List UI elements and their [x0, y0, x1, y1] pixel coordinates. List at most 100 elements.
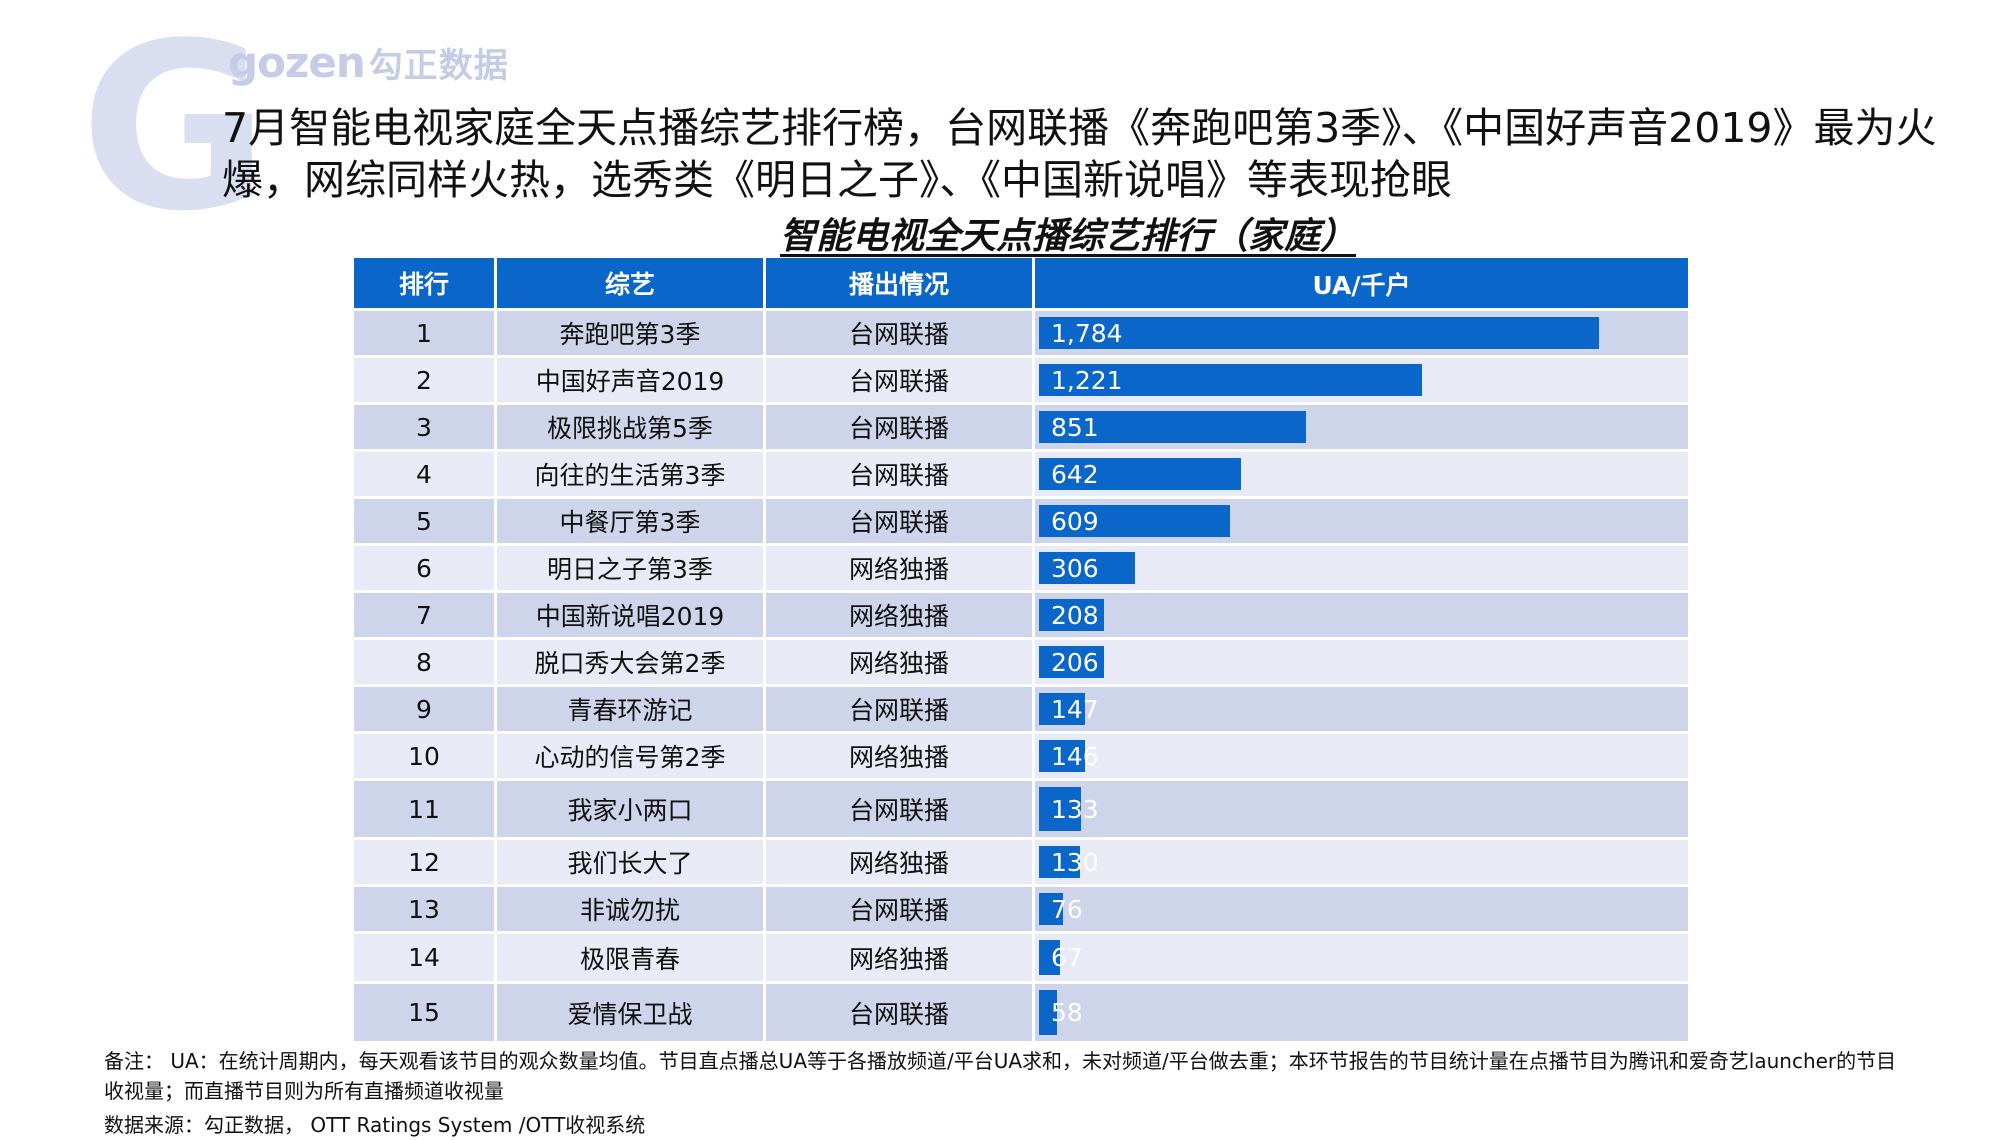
- ua-bar: [1039, 317, 1599, 349]
- ua-bar: [1039, 787, 1081, 831]
- broadcast-cell: 台网联播: [766, 311, 1035, 355]
- ua-value-label: 76: [1051, 894, 1083, 924]
- broadcast-cell: 网络独播: [766, 734, 1035, 778]
- show-cell: 非诚勿扰: [497, 887, 766, 931]
- ua-value-label: 609: [1051, 506, 1099, 536]
- broadcast-cell: 网络独播: [766, 840, 1035, 884]
- rank-cell: 10: [354, 734, 497, 778]
- table-row: 11 我家小两口 台网联播 133: [354, 778, 1688, 837]
- rank-cell: 14: [354, 934, 497, 981]
- table-row: 12 我们长大了 网络独播 130: [354, 837, 1688, 884]
- broadcast-cell: 台网联播: [766, 358, 1035, 402]
- ua-cell: 206: [1035, 640, 1688, 684]
- table-row: 9 青春环游记 台网联播 147: [354, 684, 1688, 731]
- table-row: 5 中餐厅第3季 台网联播 609: [354, 496, 1688, 543]
- table-row: 10 心动的信号第2季 网络独播 146: [354, 731, 1688, 778]
- ua-bar: [1039, 940, 1061, 975]
- broadcast-cell: 台网联播: [766, 781, 1035, 837]
- ua-cell: 67: [1035, 934, 1688, 981]
- ua-cell: 642: [1035, 452, 1688, 496]
- table-header: 排行 综艺 播出情况 UA/千户: [354, 258, 1688, 308]
- ua-bar: [1039, 693, 1086, 725]
- ua-value-label: 130: [1051, 847, 1099, 877]
- table-row: 2 中国好声音2019 台网联播 1,221: [354, 355, 1688, 402]
- ua-value-label: 146: [1051, 741, 1099, 771]
- rank-cell: 6: [354, 546, 497, 590]
- table-row: 3 极限挑战第5季 台网联播 851: [354, 402, 1688, 449]
- table-row: 14 极限青春 网络独播 67: [354, 931, 1688, 981]
- ua-cell: 1,784: [1035, 311, 1688, 355]
- rank-cell: 2: [354, 358, 497, 402]
- ua-bar: [1039, 846, 1080, 878]
- show-cell: 极限挑战第5季: [497, 405, 766, 449]
- ua-value-label: 133: [1051, 794, 1099, 824]
- show-cell: 极限青春: [497, 934, 766, 981]
- ua-value-label: 306: [1051, 553, 1099, 583]
- ua-bar: [1039, 364, 1423, 396]
- show-cell: 奔跑吧第3季: [497, 311, 766, 355]
- ua-cell: 58: [1035, 984, 1688, 1041]
- ua-value-label: 642: [1051, 459, 1099, 489]
- ua-bar: [1039, 599, 1105, 631]
- ua-value-label: 206: [1051, 647, 1099, 677]
- broadcast-cell: 网络独播: [766, 934, 1035, 981]
- ua-value-label: 147: [1051, 694, 1099, 724]
- footnotes: 备注： UA：在统计周期内，每天观看该节目的观众数量均值。节目直点播总UA等于各…: [104, 1046, 1904, 1140]
- ua-cell: 147: [1035, 687, 1688, 731]
- ua-value-label: 851: [1051, 412, 1099, 442]
- ua-value-label: 58: [1051, 998, 1083, 1027]
- rank-cell: 4: [354, 452, 497, 496]
- ua-bar: [1039, 893, 1063, 925]
- table-row: 6 明日之子第3季 网络独播 306: [354, 543, 1688, 590]
- rank-cell: 12: [354, 840, 497, 884]
- table-row: 1 奔跑吧第3季 台网联播 1,784: [354, 308, 1688, 355]
- page-headline: 7月智能电视家庭全天点播综艺排行榜，台网联播《奔跑吧第3季》、《中国好声音201…: [222, 104, 1937, 204]
- rank-cell: 8: [354, 640, 497, 684]
- broadcast-cell: 台网联播: [766, 499, 1035, 543]
- show-cell: 心动的信号第2季: [497, 734, 766, 778]
- ua-bar: [1039, 990, 1058, 1035]
- broadcast-cell: 台网联播: [766, 452, 1035, 496]
- rank-cell: 11: [354, 781, 497, 837]
- ua-cell: 208: [1035, 593, 1688, 637]
- rank-cell: 1: [354, 311, 497, 355]
- show-cell: 我们长大了: [497, 840, 766, 884]
- broadcast-cell: 网络独播: [766, 640, 1035, 684]
- rank-cell: 7: [354, 593, 497, 637]
- show-cell: 中国好声音2019: [497, 358, 766, 402]
- ua-bar: [1039, 411, 1307, 443]
- ua-bar: [1039, 552, 1136, 584]
- ua-bar: [1039, 458, 1241, 490]
- ranking-table: 排行 综艺 播出情况 UA/千户 1 奔跑吧第3季 台网联播 1,784 2 中国好声音2…: [354, 258, 1688, 1041]
- ua-cell: 133: [1035, 781, 1688, 837]
- remark-note: 备注： UA：在统计周期内，每天观看该节目的观众数量均值。节目直点播总UA等于各…: [104, 1049, 1897, 1103]
- ua-bar: [1039, 740, 1085, 772]
- rank-cell: 15: [354, 984, 497, 1041]
- watermark-g-logo: G: [80, 0, 269, 262]
- chart-title: 智能电视全天点播综艺排行（家庭）: [780, 216, 1357, 257]
- ua-cell: 146: [1035, 734, 1688, 778]
- broadcast-cell: 台网联播: [766, 984, 1035, 1041]
- show-cell: 向往的生活第3季: [497, 452, 766, 496]
- show-cell: 爱情保卫战: [497, 984, 766, 1041]
- ua-cell: 1,221: [1035, 358, 1688, 402]
- rank-cell: 3: [354, 405, 497, 449]
- show-cell: 青春环游记: [497, 687, 766, 731]
- show-cell: 中餐厅第3季: [497, 499, 766, 543]
- table-body: 1 奔跑吧第3季 台网联播 1,784 2 中国好声音2019 台网联播 1,221 3 极限挑战…: [354, 308, 1688, 1041]
- header-broadcast: 播出情况: [766, 258, 1035, 308]
- brand-logo-chinese: 勾正数据: [368, 46, 509, 86]
- ua-value-label: 1,221: [1051, 365, 1123, 395]
- ua-cell: 76: [1035, 887, 1688, 931]
- header-ua: UA/千户: [1035, 258, 1688, 308]
- broadcast-cell: 台网联播: [766, 687, 1035, 731]
- ua-bar: [1039, 505, 1231, 537]
- show-cell: 脱口秀大会第2季: [497, 640, 766, 684]
- table-row: 7 中国新说唱2019 网络独播 208: [354, 590, 1688, 637]
- broadcast-cell: 台网联播: [766, 405, 1035, 449]
- brand-logo-latin: gozen: [228, 38, 366, 87]
- ua-cell: 609: [1035, 499, 1688, 543]
- broadcast-cell: 网络独播: [766, 593, 1035, 637]
- ua-value-label: 67: [1051, 943, 1083, 972]
- ua-value-label: 208: [1051, 600, 1099, 630]
